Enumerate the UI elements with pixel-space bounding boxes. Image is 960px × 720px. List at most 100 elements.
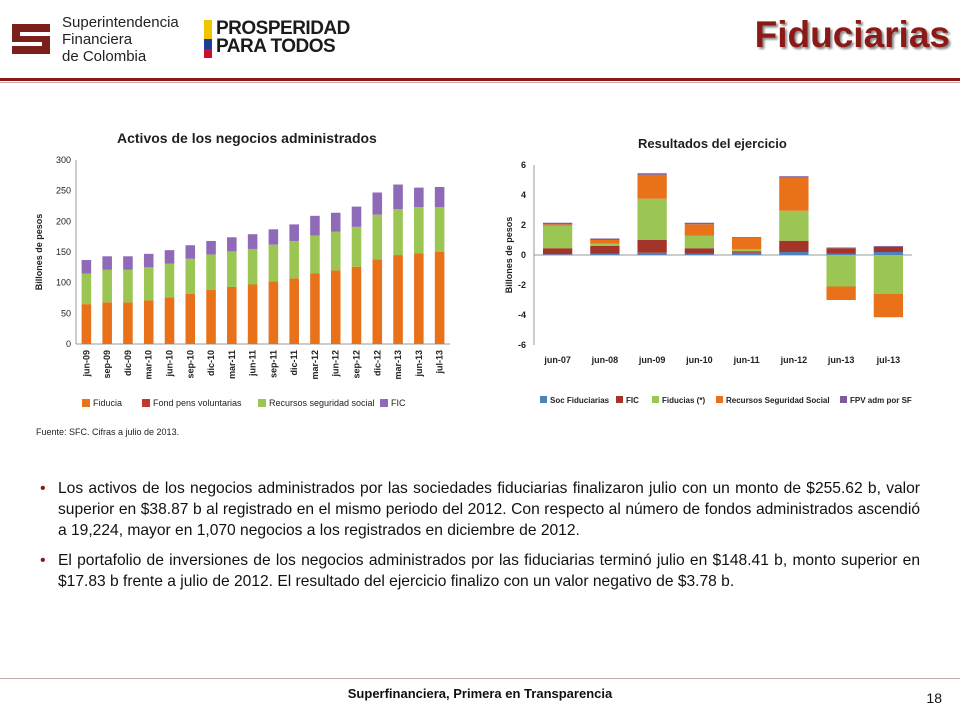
bar-segment [81, 273, 92, 305]
x-tick-label: jun-09 [81, 350, 91, 378]
bar-segment [731, 252, 762, 255]
y-tick-label: 50 [61, 308, 71, 318]
bar-segment [289, 224, 299, 241]
bar-segment [434, 252, 445, 344]
y-tick-label: -4 [518, 310, 526, 320]
bullet-text: Los activos de los negocios administrado… [58, 480, 920, 539]
bar-segment [330, 212, 341, 232]
page-number: 18 [926, 690, 942, 706]
bar-segment [779, 240, 809, 252]
bar-segment [143, 300, 154, 344]
legend-label: FIC [626, 396, 639, 405]
bar-segment [826, 248, 856, 254]
bar-segment [684, 222, 715, 225]
bullet-text: El portafolio de inversiones de los nego… [58, 552, 920, 590]
bar-segment [873, 246, 904, 252]
bar-segment [310, 215, 320, 236]
bar-segment [372, 214, 383, 260]
bar-segment [826, 255, 856, 287]
bar-segment [247, 234, 258, 249]
legend-label: Recursos seguridad social [269, 398, 375, 408]
y-tick-label: 300 [56, 155, 71, 165]
bar-segment [779, 176, 809, 178]
bar-segment [590, 246, 620, 254]
bar-segment [873, 255, 904, 294]
x-tick-label: jun-11 [733, 355, 760, 365]
legend-label: Fiducias (*) [662, 396, 705, 405]
bar-segment [414, 253, 424, 344]
bar-segment [393, 209, 403, 256]
y-tick-label: 250 [56, 186, 71, 196]
bar-segment [393, 184, 403, 210]
bar-segment [310, 273, 320, 344]
bar-segment [434, 207, 445, 252]
footer-divider [0, 678, 960, 679]
bar-segment [123, 269, 133, 303]
legend-swatch [380, 399, 388, 407]
x-tick-label: jun-09 [638, 355, 666, 365]
bar-segment [637, 240, 667, 253]
y-tick-label: 100 [56, 278, 71, 288]
x-tick-label: jun-12 [331, 350, 341, 378]
campaign-line: PROSPERIDAD [216, 18, 350, 39]
x-tick-label: jul-13 [876, 355, 901, 365]
sfc-emblem-icon [8, 16, 54, 62]
bar-segment [185, 245, 196, 259]
bar-segment [637, 252, 667, 255]
bar-segment [542, 222, 573, 225]
y-tick-label: 6 [521, 160, 526, 170]
bar-segment [542, 254, 573, 255]
bar-segment [289, 240, 299, 279]
bar-segment [164, 297, 175, 344]
bar-segment [268, 244, 279, 282]
legend-label: Soc Fiduciarias [550, 396, 610, 405]
header-divider-thin [0, 82, 960, 83]
legend-swatch [716, 396, 723, 403]
legend-swatch [82, 399, 90, 407]
bullet-item: • El portafolio de inversiones de los ne… [40, 550, 920, 592]
prosperidad-logo-text: PROSPERIDAD PARA TODOS [216, 18, 350, 56]
bar-segment [731, 249, 762, 252]
bar-segment [826, 253, 856, 255]
bar-segment [351, 266, 362, 344]
x-tick-label: dic-09 [123, 350, 133, 376]
bar-segment [330, 270, 341, 344]
bar-segment [542, 248, 573, 255]
x-tick-label: jun-13 [827, 355, 855, 365]
x-tick-label: jun-10 [685, 355, 713, 365]
bar-segment [227, 251, 237, 287]
bar-segment [123, 256, 133, 270]
bar-segment [185, 258, 196, 294]
x-tick-label: dic-11 [289, 350, 299, 376]
x-tick-label: mar-13 [393, 350, 403, 380]
bar-segment [873, 246, 904, 247]
x-tick-label: jul-13 [435, 350, 445, 375]
header-divider [0, 78, 960, 81]
legend-label: FIC [391, 398, 406, 408]
x-tick-label: jun-12 [780, 355, 808, 365]
bar-segment [123, 302, 133, 344]
bar-segment [779, 252, 809, 255]
x-tick-label: mar-10 [144, 350, 154, 380]
bar-segment [81, 304, 92, 344]
bar-segment [637, 198, 667, 240]
legend-swatch [652, 396, 659, 403]
bar-segment [779, 177, 809, 211]
bar-segment [590, 240, 620, 244]
bar-segment [247, 248, 258, 285]
bar-segment [731, 251, 762, 253]
x-tick-label: sep-11 [268, 350, 278, 378]
source-note: Fuente: SFC. Cifras a julio de 2013. [36, 427, 180, 437]
org-line: de Colombia [62, 48, 147, 65]
chart-2-title: Resultados del ejercicio [638, 136, 787, 151]
legend-swatch [840, 396, 847, 403]
legend-label: Fond pens voluntarias [153, 398, 242, 408]
bullet-list: • Los activos de los negocios administra… [40, 478, 920, 601]
bar-segment [164, 250, 175, 264]
bar-segment [185, 293, 196, 344]
prosperidad-logo: PROSPERIDAD PARA TODOS [204, 18, 354, 60]
bar-segment [143, 253, 154, 268]
bar-segment [873, 252, 904, 255]
bar-segment [289, 278, 299, 344]
colombia-flag-icon [204, 20, 212, 58]
